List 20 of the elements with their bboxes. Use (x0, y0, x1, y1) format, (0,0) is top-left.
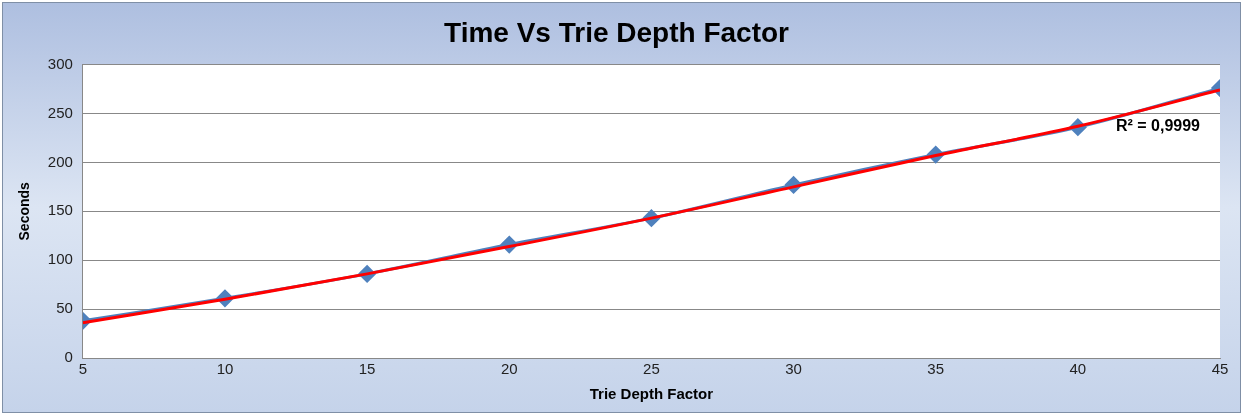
y-tick-label: 300 (47, 54, 73, 72)
x-tick-label: 30 (785, 360, 802, 378)
x-axis-title: Trie Depth Factor (589, 385, 714, 403)
y-tick-label: 150 (47, 201, 73, 219)
y-tick-label: 200 (47, 152, 73, 170)
x-tick-label: 45 (1211, 360, 1229, 378)
x-tick-label: 35 (927, 360, 945, 378)
y-axis-title: Seconds (16, 181, 33, 241)
x-tick-label: 15 (358, 360, 376, 378)
x-tick-label: 5 (78, 360, 87, 378)
x-tick-label: 25 (643, 360, 660, 378)
y-tick-label: 0 (64, 348, 73, 366)
x-tick-label: 20 (500, 360, 518, 378)
y-tick-label: 250 (47, 103, 73, 121)
y-tick-label: 100 (47, 250, 73, 268)
y-tick-label: 50 (56, 299, 73, 317)
x-tick-label: 10 (216, 360, 234, 378)
annotation: R² = 0,9999 (1115, 117, 1201, 135)
x-tick-label: 40 (1069, 360, 1087, 378)
chart-title: Time Vs Trie Depth Factor (444, 16, 790, 48)
